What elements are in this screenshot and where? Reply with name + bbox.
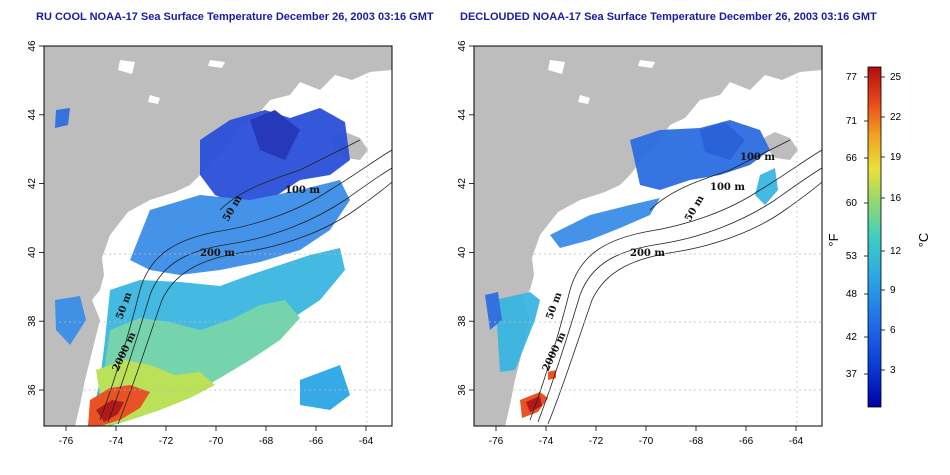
right-y-tick-label: 38: [457, 315, 468, 327]
colorbar-c-tick-label: 16: [890, 193, 902, 204]
right-bathymetry-contours: [529, 139, 822, 425]
left-contour-label-100m: 100 m: [285, 185, 320, 196]
colorbar-c-tick-label: 19: [890, 152, 902, 163]
right-y-tick-label: 44: [457, 109, 468, 121]
left-x-tick-label: -70: [209, 436, 224, 447]
right-y-tick-label: 40: [457, 246, 468, 258]
colorbar-c-tick-label: 12: [890, 246, 902, 257]
left-y-tick-label: 40: [27, 246, 38, 258]
colorbar-f-tick-label: 71: [846, 116, 858, 127]
colorbar: 77 71 66 60 53 48 42 37 25 22 19 16 12 9 6 3 °F °C: [826, 66, 931, 408]
right-x-tick-label: -74: [539, 436, 554, 447]
fahrenheit-unit-label: °F: [826, 233, 841, 246]
right-sst-field: [485, 120, 778, 418]
right-y-tick-label: 42: [457, 178, 468, 190]
right-grid: [474, 46, 822, 426]
left-map-title: RU COOL NOAA-17 Sea Surface Temperature …: [36, 11, 434, 23]
left-x-tick-label: -72: [159, 436, 174, 447]
celsius-unit-label: °C: [916, 233, 931, 248]
right-map-axes: -76 -74 -72 -70 -68 -66 -64 36 38 40 42 44 46: [457, 40, 804, 447]
right-x-tick-label: -70: [639, 436, 654, 447]
colorbar-f-tick-label: 37: [846, 369, 858, 380]
colorbar-f-tick-label: 53: [846, 251, 858, 262]
left-map-panel: 50 m 100 m 200 m 50 m 2000 m: [43, 45, 393, 427]
right-y-tick-label: 36: [457, 384, 468, 396]
right-map-frame: [473, 45, 823, 427]
right-contour-label-100m-north: 100 m: [740, 152, 775, 163]
right-x-tick-label: -72: [589, 436, 604, 447]
colorbar-f-tick-label: 48: [846, 289, 858, 300]
colorbar-c-tick-label: 22: [890, 112, 902, 123]
colorbar-f-tick-label: 42: [846, 332, 858, 343]
right-map-panel: 100 m 100 m 50 m 200 m 50 m 2000 m: [473, 45, 823, 427]
right-map-lakes: [548, 60, 655, 104]
left-x-tick-label: -64: [359, 436, 374, 447]
right-contour-label-200m: 200 m: [630, 248, 665, 259]
left-sst-field: [55, 108, 350, 426]
right-x-tick-label: -64: [789, 436, 804, 447]
colorbar-c-tick-label: 3: [890, 365, 896, 376]
left-x-tick-label: -76: [59, 436, 74, 447]
left-map-land: [44, 46, 392, 426]
right-contour-label-100m: 100 m: [710, 182, 745, 193]
left-map-frame: [43, 45, 393, 427]
colorbar-f-tick-label: 60: [846, 198, 858, 209]
colorbar-f-tick-label: 77: [846, 72, 858, 83]
colorbar-f-tick-label: 66: [846, 153, 858, 164]
left-contour-label-200m: 200 m: [200, 248, 235, 259]
colorbar-ticks: 77 71 66 60 53 48 42 37 25 22 19 16 12 9 6 3: [846, 72, 902, 380]
left-y-tick-label: 44: [27, 109, 38, 121]
left-y-tick-label: 46: [27, 40, 38, 52]
right-x-tick-label: -76: [489, 436, 504, 447]
right-map-title: DECLOUDED NOAA-17 Sea Surface Temperatur…: [460, 11, 877, 23]
right-map-island: [760, 132, 798, 160]
left-x-tick-label: -68: [259, 436, 274, 447]
left-y-tick-label: 38: [27, 315, 38, 327]
right-y-tick-label: 46: [457, 40, 468, 52]
colorbar-c-tick-label: 9: [890, 285, 896, 296]
left-y-tick-label: 42: [27, 178, 38, 190]
left-y-tick-label: 36: [27, 384, 38, 396]
right-x-tick-label: -68: [689, 436, 704, 447]
left-grid: [44, 46, 392, 426]
colorbar-c-tick-label: 25: [890, 72, 902, 83]
right-x-tick-label: -66: [739, 436, 754, 447]
left-map-axes: -76 -74 -72 -70 -68 -66 -64 36 38 40 42 44 46: [27, 40, 374, 447]
right-map-land: [474, 46, 822, 426]
left-x-tick-label: -66: [309, 436, 324, 447]
colorbar-c-tick-label: 6: [890, 325, 896, 336]
left-x-tick-label: -74: [109, 436, 124, 447]
colorbar-gradient: [867, 66, 882, 408]
left-map-lakes: [118, 60, 225, 104]
